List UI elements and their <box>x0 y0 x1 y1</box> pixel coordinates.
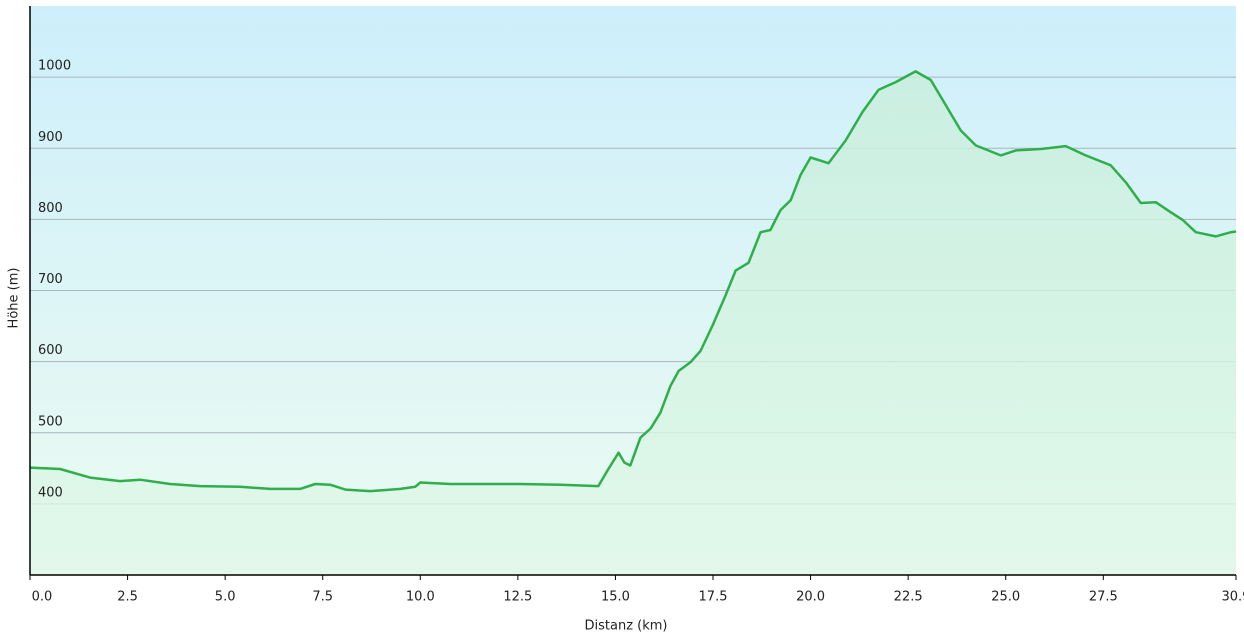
y-tick-label: 500 <box>38 414 63 429</box>
x-tick-label: 2.5 <box>117 590 138 605</box>
y-tick-label: 700 <box>38 272 63 287</box>
y-axis-label: Höhe (m) <box>7 268 22 329</box>
x-tick-label: 20.0 <box>796 590 825 605</box>
x-tick-label: 0.0 <box>32 590 53 605</box>
y-tick-label: 400 <box>38 485 63 500</box>
x-tick-label: 15.0 <box>601 590 630 605</box>
x-tick-label: 12.5 <box>503 590 532 605</box>
x-tick-label: 10.0 <box>406 590 435 605</box>
y-tick-label: 1000 <box>38 59 71 74</box>
x-tick-label: 5.0 <box>215 590 236 605</box>
x-tick-label: 30.9 <box>1222 590 1244 605</box>
x-tick-label: 27.5 <box>1089 590 1118 605</box>
x-axis-label: Distanz (km) <box>585 619 668 634</box>
y-tick-label: 800 <box>38 201 63 216</box>
y-tick-label: 600 <box>38 343 63 358</box>
x-tick-label: 7.5 <box>312 590 333 605</box>
y-tick-label: 900 <box>38 130 63 145</box>
x-tick-label: 17.5 <box>699 590 728 605</box>
elevation-area <box>30 71 1236 576</box>
x-tick-label: 25.0 <box>991 590 1020 605</box>
elevation-line <box>29 70 1237 493</box>
x-tick-label: 22.5 <box>894 590 923 605</box>
